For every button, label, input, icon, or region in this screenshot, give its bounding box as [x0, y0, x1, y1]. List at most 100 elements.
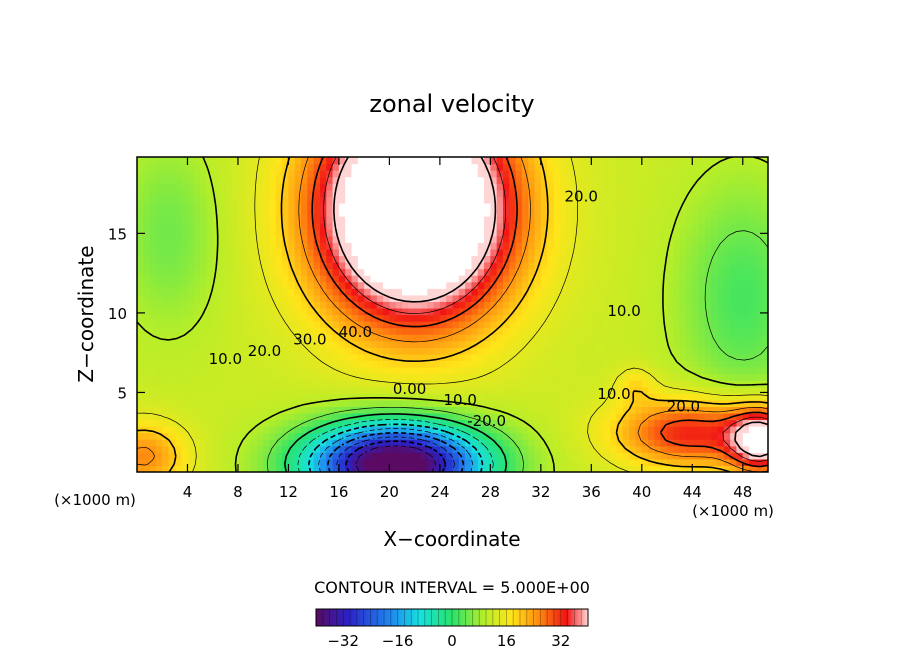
- field-cell: [376, 426, 384, 434]
- field-cell: [408, 445, 416, 453]
- field-cell: [225, 334, 233, 342]
- field-cell: [357, 202, 365, 211]
- field-cell: [515, 452, 523, 460]
- field-cell: [679, 360, 687, 368]
- field-cell: [162, 255, 170, 263]
- field-cell: [566, 229, 573, 237]
- field-cell: [490, 262, 498, 270]
- field-cell: [704, 465, 712, 472]
- field-cell: [212, 157, 220, 165]
- field-cell: [275, 406, 283, 414]
- field-cell: [155, 235, 163, 243]
- field-cell: [282, 393, 290, 401]
- field-cell: [269, 255, 277, 263]
- field-cell: [383, 209, 390, 217]
- field-cell: [187, 314, 195, 322]
- field-cell: [439, 426, 447, 434]
- field-cell: [345, 170, 353, 178]
- field-cell: [237, 189, 245, 197]
- field-cell: [326, 373, 334, 381]
- field-cell: [162, 275, 170, 283]
- field-cell: [685, 353, 693, 362]
- field-cell: [282, 360, 290, 368]
- field-cell: [402, 458, 409, 467]
- field-cell: [704, 426, 712, 434]
- field-cell: [326, 353, 334, 362]
- field-cell: [231, 176, 239, 184]
- field-cell: [717, 393, 725, 401]
- field-cell: [301, 189, 308, 197]
- field-cell: [648, 307, 656, 316]
- field-cell: [174, 314, 182, 322]
- field-cell: [263, 439, 271, 447]
- field-cell: [761, 386, 768, 394]
- field-cell: [383, 439, 390, 447]
- field-cell: [723, 432, 731, 440]
- field-cell: [692, 347, 700, 355]
- field-cell: [338, 183, 346, 191]
- field-cell: [692, 386, 700, 394]
- field-cell: [294, 373, 302, 381]
- field-cell: [521, 465, 529, 472]
- field-cell: [452, 327, 460, 335]
- field-cell: [319, 458, 327, 467]
- field-cell: [616, 202, 624, 211]
- field-cell: [641, 294, 649, 302]
- field-cell: [465, 202, 473, 211]
- field-cell: [717, 262, 725, 270]
- field-cell: [187, 176, 195, 184]
- field-cell: [313, 465, 321, 472]
- field-cell: [269, 439, 277, 447]
- field-cell: [275, 281, 283, 289]
- field-cell: [616, 183, 624, 191]
- field-cell: [755, 301, 763, 309]
- field-cell: [648, 393, 656, 401]
- field-cell: [282, 189, 290, 197]
- field-cell: [547, 367, 555, 375]
- field-cell: [578, 176, 586, 184]
- field-cell: [345, 281, 353, 289]
- field-cell: [730, 353, 738, 362]
- field-cell: [547, 373, 555, 381]
- field-cell: [667, 373, 674, 381]
- field-cell: [692, 275, 700, 283]
- field-cell: [591, 163, 599, 171]
- field-cell: [225, 393, 233, 401]
- field-cell: [332, 262, 340, 270]
- field-cell: [559, 163, 567, 171]
- field-cell: [534, 222, 542, 230]
- field-cell: [395, 452, 403, 460]
- field-cell: [137, 262, 144, 270]
- field-cell: [679, 209, 687, 217]
- field-cell: [673, 373, 681, 381]
- field-cell: [692, 294, 700, 302]
- field-cell: [654, 419, 662, 427]
- field-cell: [446, 209, 454, 217]
- field-cell: [704, 360, 712, 368]
- field-cell: [603, 301, 611, 309]
- field-cell: [414, 170, 422, 178]
- field-cell: [383, 458, 390, 467]
- field-cell: [143, 163, 151, 171]
- field-cell: [540, 406, 548, 414]
- field-cell: [711, 202, 719, 211]
- field-cell: [711, 281, 719, 289]
- field-cell: [433, 275, 441, 283]
- field-cell: [250, 360, 258, 368]
- field-cell: [477, 183, 485, 191]
- field-cell: [458, 393, 466, 401]
- field-cell: [711, 353, 719, 362]
- field-cell: [679, 399, 687, 407]
- field-cell: [137, 386, 144, 394]
- field-cell: [370, 170, 378, 178]
- field-cell: [313, 268, 321, 276]
- field-cell: [717, 347, 725, 355]
- field-cell: [402, 314, 409, 322]
- field-cell: [660, 445, 668, 453]
- field-cell: [168, 327, 176, 335]
- field-cell: [761, 340, 768, 348]
- field-cell: [742, 321, 750, 329]
- field-cell: [137, 202, 144, 211]
- field-cell: [351, 189, 359, 197]
- field-cell: [187, 242, 195, 250]
